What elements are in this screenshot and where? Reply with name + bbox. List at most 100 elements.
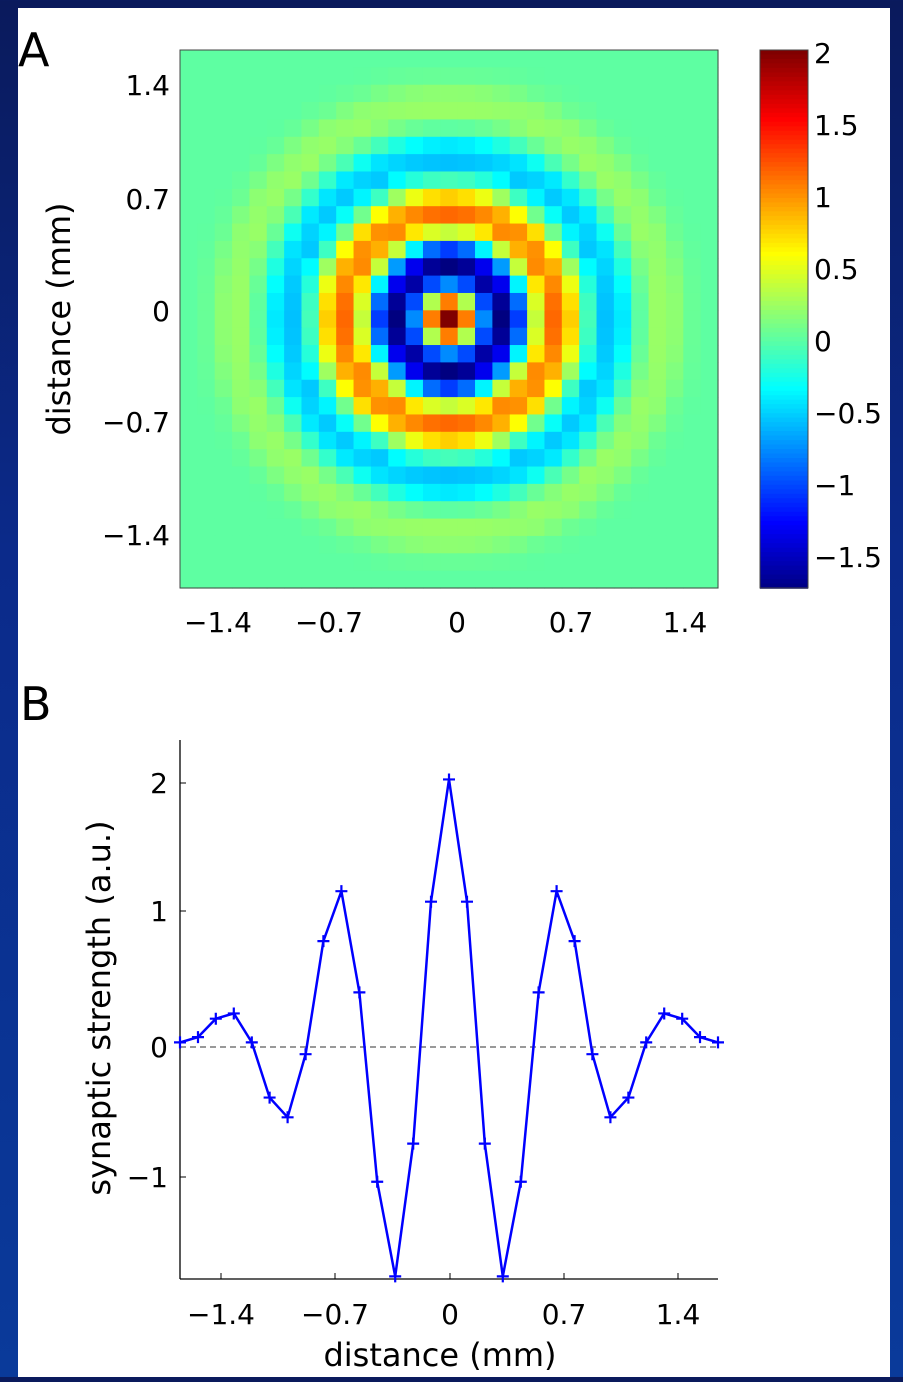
data-point-marker bbox=[514, 1175, 527, 1188]
data-point-marker bbox=[371, 1175, 384, 1188]
heatmap-cell bbox=[665, 518, 684, 537]
colorbar-segment bbox=[760, 319, 808, 325]
heatmap-cell bbox=[700, 154, 719, 173]
heatmap-cell bbox=[336, 188, 355, 207]
heatmap-cell bbox=[370, 119, 389, 138]
heatmap-cell bbox=[613, 102, 632, 121]
heatmap-cell bbox=[284, 50, 303, 68]
heatmap-cell bbox=[318, 345, 337, 363]
heatmap-cell bbox=[544, 449, 563, 468]
heatmap-cell bbox=[249, 362, 268, 381]
heatmap-cell bbox=[197, 240, 216, 259]
heatmap-cell bbox=[544, 188, 563, 207]
heatmap-cell bbox=[561, 240, 580, 259]
heatmap-cell bbox=[232, 379, 251, 398]
heatmap-cell bbox=[475, 449, 493, 468]
heatmap-cell bbox=[284, 136, 303, 155]
heatmap-cell bbox=[405, 553, 424, 572]
ytick-label: 0 bbox=[150, 1031, 168, 1064]
heatmap-cell bbox=[613, 397, 632, 416]
heatmap-cell bbox=[544, 431, 563, 450]
heatmap-cell bbox=[596, 414, 615, 433]
heatmap-cell bbox=[422, 397, 441, 416]
heatmap-cell bbox=[353, 397, 372, 416]
heatmap-cell bbox=[180, 223, 198, 242]
heatmap-cell bbox=[232, 206, 251, 225]
heatmap-cell bbox=[648, 483, 667, 502]
heatmap-cell bbox=[422, 136, 441, 155]
data-point-marker bbox=[676, 1012, 689, 1025]
heatmap-cell bbox=[700, 379, 719, 398]
colorbar-tick-label: 0 bbox=[814, 325, 832, 358]
heatmap-cell bbox=[613, 449, 632, 468]
colorbar-segment bbox=[760, 381, 808, 388]
heatmap-cell bbox=[596, 67, 615, 86]
data-point-marker bbox=[191, 1031, 204, 1044]
heatmap-cell bbox=[249, 553, 268, 572]
heatmap-cell bbox=[631, 154, 650, 173]
heatmap-cell bbox=[232, 397, 251, 416]
heatmap-cell bbox=[492, 258, 511, 277]
heatmap-cell bbox=[353, 518, 372, 537]
heatmap-cell bbox=[665, 414, 684, 433]
heatmap-cell bbox=[440, 84, 459, 103]
heatmap-cell bbox=[422, 258, 441, 277]
heatmap-cell bbox=[596, 570, 615, 589]
heatmap-cell bbox=[700, 414, 719, 433]
heatmap-cell bbox=[527, 102, 546, 121]
data-point-marker bbox=[353, 986, 366, 999]
heatmap-cell bbox=[631, 518, 650, 537]
heatmap-cell bbox=[700, 258, 719, 277]
colorbar-segment bbox=[760, 180, 808, 186]
heatmap-cell bbox=[648, 310, 667, 329]
colorbar-segment bbox=[760, 63, 808, 69]
heatmap-cell bbox=[214, 206, 233, 225]
heatmap-cell bbox=[180, 292, 198, 311]
colorbar-segment bbox=[760, 359, 808, 365]
heatmap-cell bbox=[284, 397, 303, 416]
heatmap-cell bbox=[249, 206, 268, 225]
heatmap-cell bbox=[232, 50, 251, 68]
colorbar-segment bbox=[760, 67, 808, 74]
heatmap-cell bbox=[561, 102, 580, 121]
heatmap-cell bbox=[284, 570, 303, 589]
heatmap-cell bbox=[232, 84, 251, 103]
heatmap-cell bbox=[301, 501, 320, 520]
heatmap-cell bbox=[180, 397, 198, 416]
heatmap-cell bbox=[301, 292, 320, 311]
colorbar-segment bbox=[760, 242, 808, 249]
heatmap-cell bbox=[422, 292, 441, 311]
heatmap-cell bbox=[284, 292, 303, 311]
heatmap-cell bbox=[301, 362, 320, 381]
colorbar-segment bbox=[760, 130, 808, 136]
heatmap-cell bbox=[544, 466, 563, 485]
heatmap-cell bbox=[405, 518, 424, 537]
heatmap-cell bbox=[475, 206, 493, 225]
heatmap-cell bbox=[353, 119, 372, 138]
heatmap-cell bbox=[527, 518, 546, 537]
heatmap-cell bbox=[353, 275, 372, 294]
heatmap-cell bbox=[336, 466, 355, 485]
heatmap bbox=[180, 50, 719, 589]
colorbar-segment bbox=[760, 520, 808, 527]
heatmap-cell bbox=[318, 275, 337, 294]
heatmap-cell bbox=[353, 327, 372, 346]
heatmap-cell bbox=[665, 449, 684, 468]
ytick-label: 0.7 bbox=[125, 183, 170, 216]
heatmap-cell bbox=[457, 553, 476, 572]
heatmap-cell bbox=[214, 345, 233, 363]
heatmap-cell bbox=[284, 501, 303, 520]
heatmap-cell bbox=[249, 518, 268, 537]
heatmap-cell bbox=[388, 240, 407, 259]
heatmap-cell bbox=[214, 379, 233, 398]
data-point-marker bbox=[263, 1091, 276, 1104]
heatmap-cell bbox=[388, 258, 407, 277]
heatmap-cell bbox=[683, 501, 702, 520]
heatmap-cell bbox=[492, 206, 511, 225]
ytick-label: −1 bbox=[127, 1161, 168, 1194]
heatmap-cell bbox=[232, 102, 251, 121]
heatmap-cell bbox=[249, 240, 268, 259]
heatmap-cell bbox=[579, 483, 598, 502]
heatmap-cell bbox=[631, 345, 650, 363]
heatmap-cell bbox=[457, 518, 476, 537]
